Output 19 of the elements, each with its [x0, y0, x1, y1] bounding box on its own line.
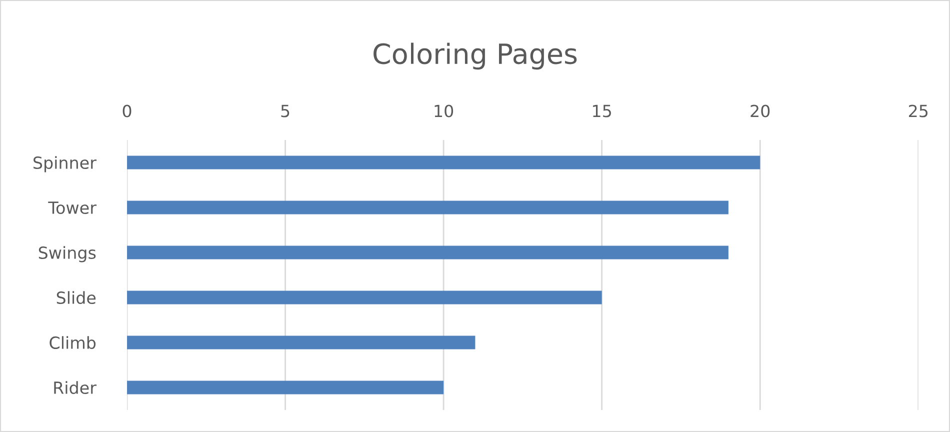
- y-tick-label: Spinner: [34, 156, 96, 172]
- y-tick-label: Tower: [48, 202, 96, 214]
- bar: [127, 156, 760, 170]
- bar: [127, 380, 444, 394]
- x-tick-label: 15: [593, 104, 611, 118]
- y-tick-label: Rider: [54, 381, 96, 394]
- bar: [127, 246, 728, 260]
- bar: [127, 290, 602, 304]
- bar: [127, 336, 476, 350]
- x-tick-label: 10: [434, 104, 454, 118]
- x-tick-label: 0: [122, 104, 132, 118]
- chart-title: Coloring Pages: [374, 42, 577, 70]
- y-tick-label: Swings: [38, 246, 96, 262]
- x-tick-label: 25: [908, 104, 928, 118]
- bar: [127, 200, 728, 214]
- y-tick-label: Slide: [56, 291, 96, 304]
- x-tick-label: 5: [281, 104, 290, 118]
- x-tick-label: 20: [750, 104, 770, 118]
- y-tick-label: Climb: [50, 336, 96, 350]
